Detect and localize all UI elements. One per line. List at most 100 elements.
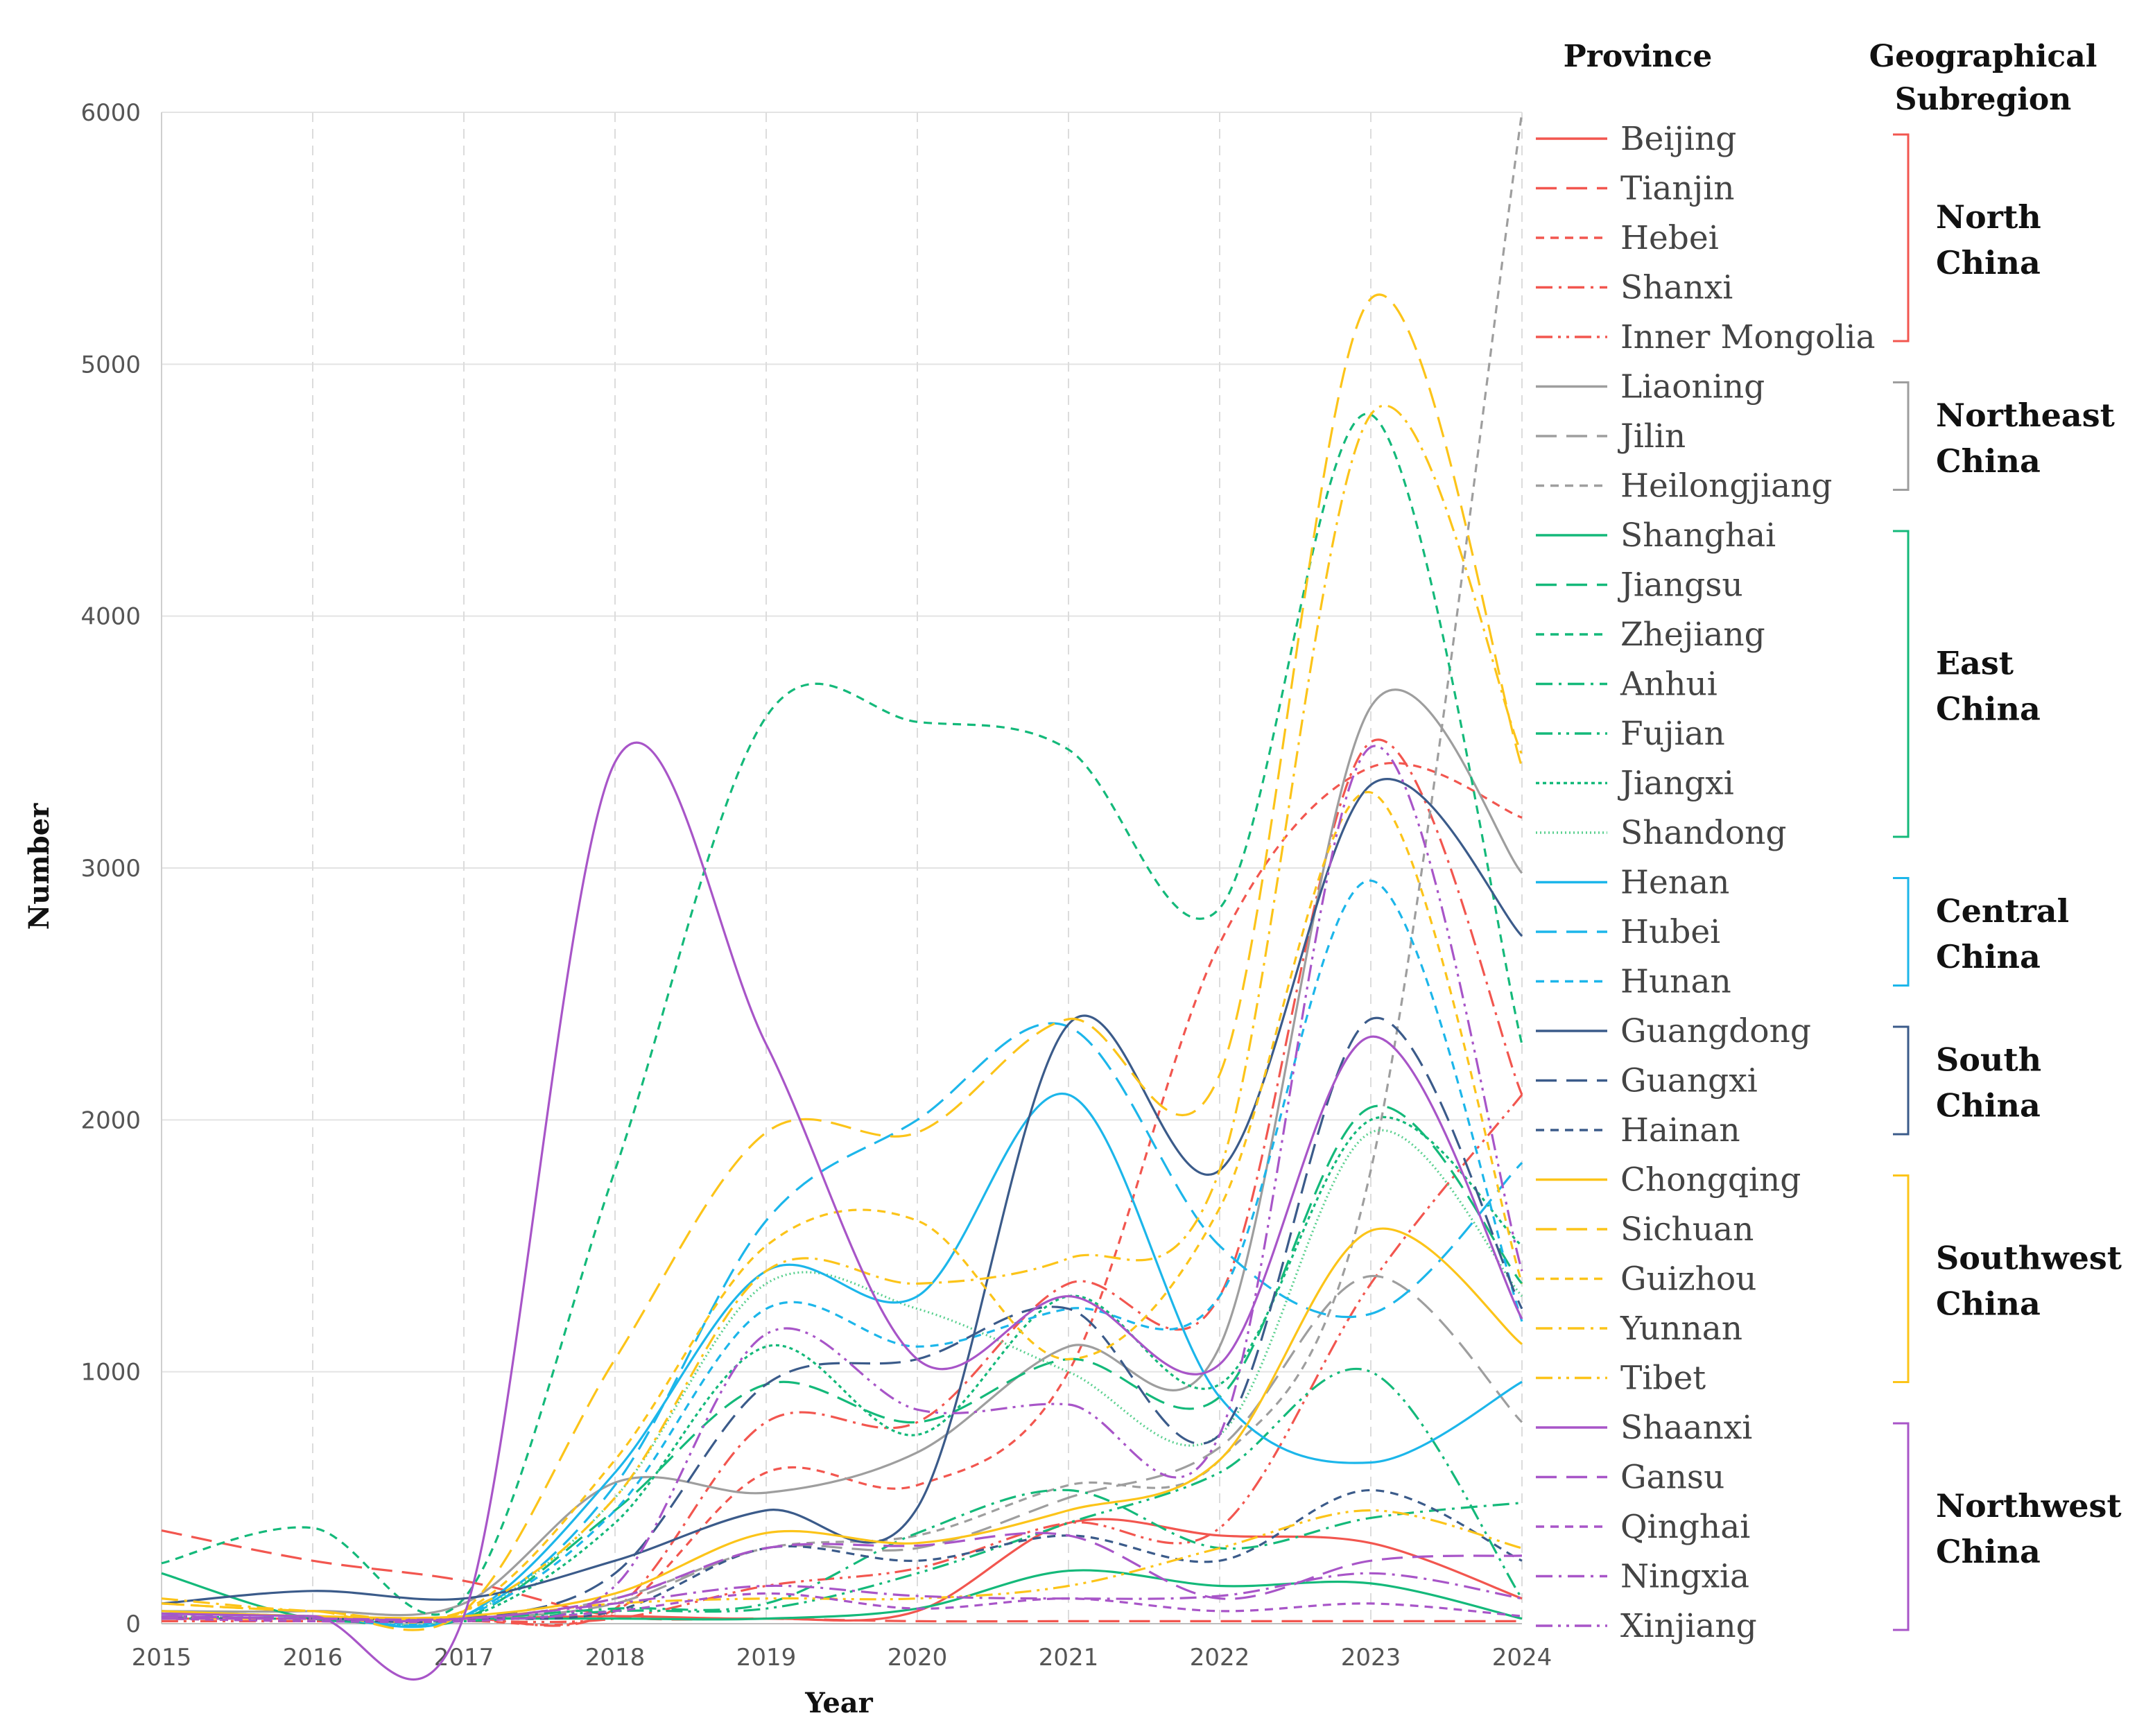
series-line-hunan <box>161 879 1523 1626</box>
series-line-heilongjiang <box>161 112 1523 1622</box>
region-header-line-1: Geographical <box>1869 39 2097 74</box>
y-tick-label: 5000 <box>80 351 141 379</box>
legend-label: Guangdong <box>1620 1012 1811 1050</box>
x-tick-label: 2020 <box>888 1644 948 1672</box>
legend-label: Henan <box>1620 864 1729 902</box>
series-line-shaanxi <box>161 741 1523 1681</box>
legend: Province Geographical Subregion Beijing T… <box>1536 39 2097 1645</box>
series-line-beijing <box>162 1518 1523 1622</box>
series-line-yunnan <box>161 404 1523 1622</box>
region-header-line-2: Subregion <box>1895 82 2072 117</box>
region-label-line-1: Northwest <box>1936 1487 2122 1525</box>
legend-label: Shaanxi <box>1620 1409 1752 1447</box>
legend-label: Gansu <box>1620 1459 1724 1497</box>
series-line-shandong <box>161 1129 1523 1626</box>
legend-label: Hubei <box>1620 913 1720 951</box>
region-label-line-1: East <box>1936 645 2014 682</box>
y-tick-label: 1000 <box>80 1359 141 1387</box>
legend-label: Inner Mongolia <box>1620 318 1876 356</box>
region-label-line-2: China <box>1936 442 2041 480</box>
legend-label: Liaoning <box>1620 368 1765 406</box>
region-label-line-2: China <box>1936 244 2041 281</box>
legend-label: Beijing <box>1620 120 1736 158</box>
legend-label: Tianjin <box>1620 170 1735 208</box>
series-line-guangdong <box>161 777 1523 1605</box>
x-tick-label: 2024 <box>1492 1644 1552 1672</box>
series-line-hainan <box>162 1488 1523 1621</box>
legend-label: Anhui <box>1620 666 1718 704</box>
region-label-line-2: China <box>1936 691 2041 728</box>
legend-label: Fujian <box>1620 715 1725 753</box>
series-line-jilin <box>161 1274 1523 1622</box>
legend-label: Jiangsu <box>1618 566 1743 605</box>
series-line-gansu <box>161 1531 1523 1622</box>
region-label-line-2: China <box>1936 1533 2041 1570</box>
region-bracket <box>1893 1422 1910 1631</box>
region-label-line-2: China <box>1936 1285 2041 1323</box>
series-line-tianjin <box>161 1529 1522 1623</box>
y-tick-label: 2000 <box>80 1106 141 1134</box>
region-bracket <box>1893 530 1910 838</box>
series-line-hubei <box>161 1022 1523 1627</box>
x-tick-label: 2021 <box>1039 1644 1099 1672</box>
legend-label: Jiangxi <box>1618 765 1734 803</box>
series-line-ningxia <box>162 1572 1523 1621</box>
legend-label: Heilongjiang <box>1620 467 1833 505</box>
y-tick-label: 3000 <box>80 855 141 883</box>
y-tick-label: 4000 <box>80 603 141 631</box>
x-tick-label: 2019 <box>736 1644 797 1672</box>
series-line-chongqing <box>161 1227 1523 1620</box>
x-tick-label: 2015 <box>132 1644 192 1672</box>
region-bracket <box>1893 133 1910 342</box>
series-line-xinjiang <box>161 745 1523 1622</box>
series-line-zhejiang <box>161 413 1523 1616</box>
x-tick-label: 2023 <box>1341 1644 1401 1672</box>
legend-header: Province <box>1564 39 1713 74</box>
region-label-line-1: Southwest <box>1936 1240 2122 1277</box>
legend-label: Guizhou <box>1620 1260 1756 1299</box>
x-axis-title: Year <box>804 1687 873 1719</box>
legend-label: Guangxi <box>1620 1062 1758 1100</box>
series-line-henan <box>161 1092 1523 1629</box>
legend-label: Tibet <box>1620 1360 1706 1398</box>
region-bracket <box>1893 1025 1910 1136</box>
region-bracket <box>1893 1174 1910 1383</box>
series-line-sichuan <box>161 293 1523 1631</box>
region-brackets: North China Northeast China East China Central… <box>1893 133 2122 1631</box>
region-label-line-1: Northeast <box>1936 397 2116 434</box>
legend-label: Hainan <box>1620 1111 1740 1149</box>
legend-label: Qinghai <box>1620 1508 1750 1546</box>
series-line-liaoning <box>161 688 1523 1617</box>
region-label-line-2: China <box>1936 1087 2041 1125</box>
region-bracket <box>1893 877 1910 987</box>
series-line-qinghai <box>161 1592 1523 1624</box>
axis-layer: Year Number 0 1000 2000 3000 4000 5000 6000 201… <box>23 99 1552 1719</box>
legend-label: Xinjiang <box>1620 1607 1757 1645</box>
legend-label: Jilin <box>1618 417 1686 455</box>
legend-label: Hebei <box>1620 219 1719 257</box>
x-tick-label: 2017 <box>434 1644 494 1672</box>
legend-label: Ningxia <box>1620 1558 1749 1596</box>
x-tick-label: 2022 <box>1190 1644 1250 1672</box>
series-line-hebei <box>161 762 1523 1626</box>
region-bracket <box>1893 381 1910 491</box>
legend-label: Chongqing <box>1620 1161 1801 1199</box>
y-tick-label: 0 <box>126 1611 141 1638</box>
series-line-guizhou <box>161 791 1523 1624</box>
region-label-line-1: Central <box>1936 892 2069 930</box>
series-layer <box>161 112 1523 1681</box>
legend-label: Sichuan <box>1620 1210 1754 1249</box>
region-label-line-2: China <box>1936 938 2041 975</box>
legend-label: Shanghai <box>1620 517 1776 555</box>
legend-label: Shanxi <box>1620 269 1733 307</box>
series-line-jiangxi <box>162 1116 1523 1627</box>
region-label-line-1: North <box>1936 198 2041 236</box>
legend-label: Hunan <box>1620 963 1731 1001</box>
grid-layer <box>161 112 1523 1624</box>
series-line-fujian <box>161 1367 1523 1623</box>
region-label-line-1: South <box>1936 1041 2041 1079</box>
legend-label: Zhejiang <box>1620 616 1765 654</box>
y-tick-label: 6000 <box>80 99 141 127</box>
